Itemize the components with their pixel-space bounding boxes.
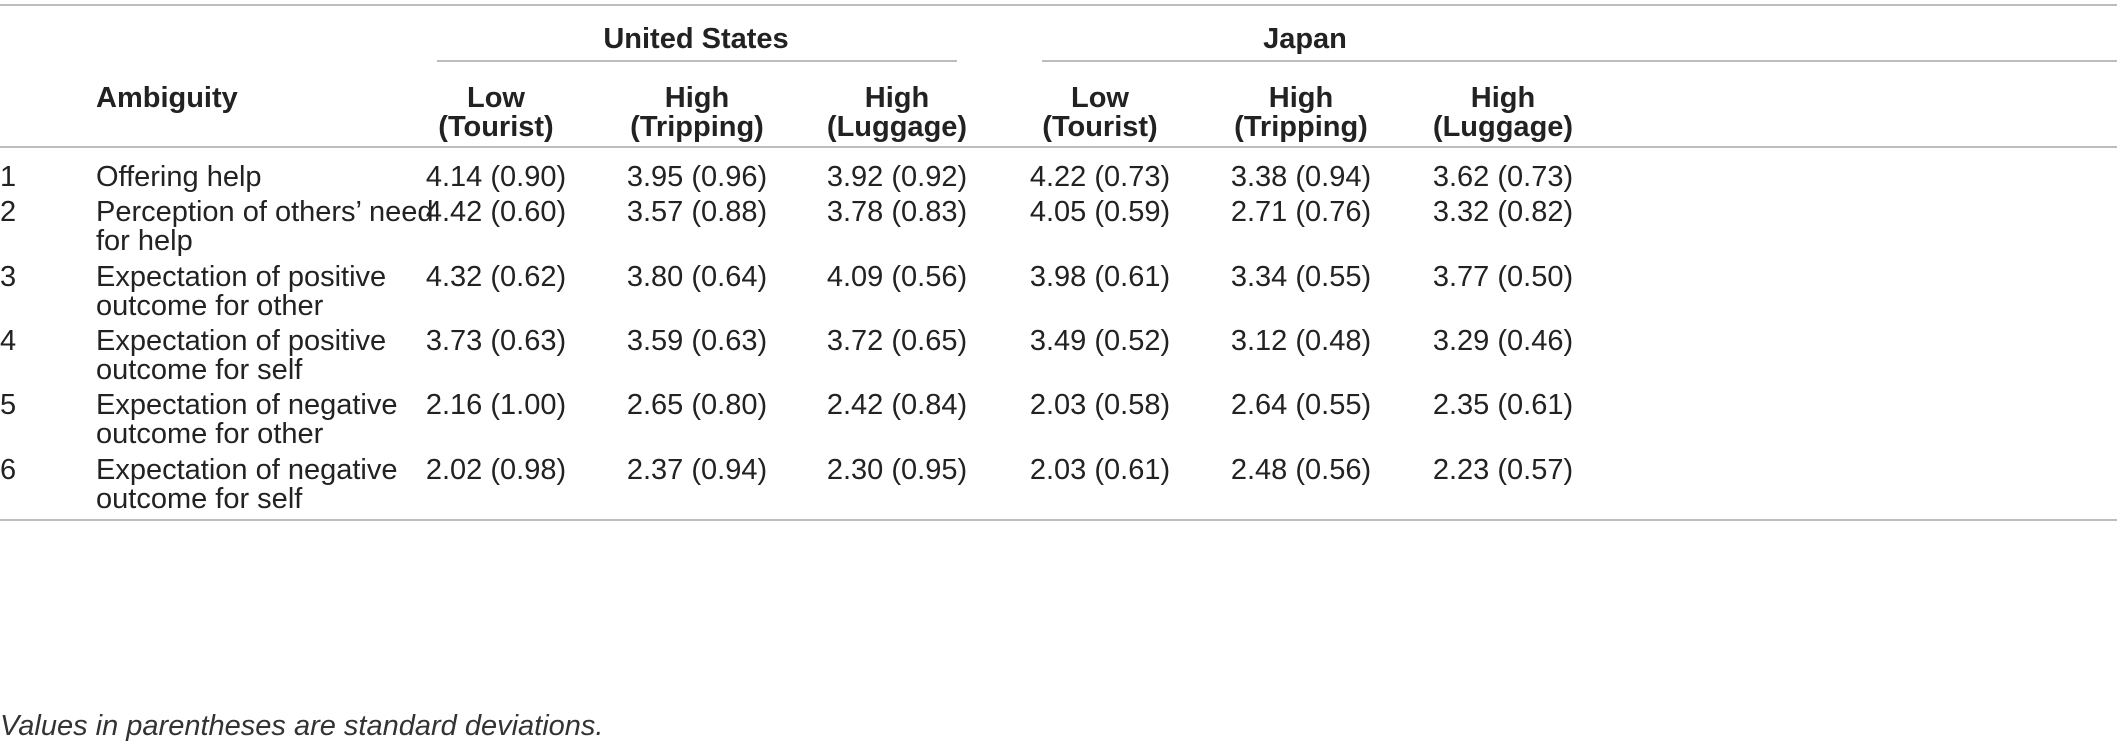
table-cell: 3.29 (0.46) <box>1432 325 1574 357</box>
table-cell: 3.34 (0.55) <box>1230 261 1372 293</box>
table-cell: 2.23 (0.57) <box>1432 454 1574 486</box>
table-cell: 2.71 (0.76) <box>1230 196 1372 228</box>
table-cell: 3.59 (0.63) <box>626 325 768 357</box>
column-header-line2: (Tripping) <box>1234 111 1368 143</box>
table-cell: 4.32 (0.62) <box>425 261 567 293</box>
row-label-line2: outcome for other <box>96 290 324 322</box>
row-number: 4 <box>0 325 17 357</box>
table-cell: 3.80 (0.64) <box>626 261 768 293</box>
group-header-japan: Japan <box>1263 23 1347 55</box>
table-cell: 3.78 (0.83) <box>826 196 968 228</box>
table-cell: 3.62 (0.73) <box>1432 161 1574 193</box>
row-label-line1: Perception of others’ need <box>96 196 434 228</box>
row-label-line1: Offering help <box>96 161 262 193</box>
column-header-line1: Low <box>467 82 525 114</box>
table-cell: 3.32 (0.82) <box>1432 196 1574 228</box>
column-header-line1: Low <box>1071 82 1129 114</box>
row-label-line2: outcome for self <box>96 354 303 386</box>
table-cell: 4.14 (0.90) <box>425 161 567 193</box>
table-cell: 3.38 (0.94) <box>1230 161 1372 193</box>
column-header-line2: (Tripping) <box>630 111 764 143</box>
column-header-line1: High <box>1470 82 1536 114</box>
row-label-line1: Expectation of positive <box>96 325 387 357</box>
table-top-rule <box>0 4 2117 6</box>
table-bottom-rule <box>0 519 2117 521</box>
column-header-line2: (Tourist) <box>438 111 554 143</box>
table-cell: 3.92 (0.92) <box>826 161 968 193</box>
table-cell: 2.65 (0.80) <box>626 389 768 421</box>
table-cell: 2.03 (0.58) <box>1029 389 1171 421</box>
row-label-line1: Expectation of negative <box>96 454 398 486</box>
group-header-united-states: United States <box>603 23 789 55</box>
table-cell: 4.05 (0.59) <box>1029 196 1171 228</box>
table-cell: 2.37 (0.94) <box>626 454 768 486</box>
row-label-line2: for help <box>96 225 193 257</box>
column-header-line1: High <box>864 82 930 114</box>
column-header-line1: High <box>664 82 730 114</box>
row-number: 3 <box>0 261 17 293</box>
table-cell: 2.02 (0.98) <box>425 454 567 486</box>
row-number: 1 <box>0 161 17 193</box>
row-label-line2: outcome for other <box>96 418 324 450</box>
table-cell: 3.57 (0.88) <box>626 196 768 228</box>
row-label-line1: Expectation of positive <box>96 261 387 293</box>
table-cell: 2.35 (0.61) <box>1432 389 1574 421</box>
table-cell: 2.48 (0.56) <box>1230 454 1372 486</box>
row-label-line2: outcome for self <box>96 483 303 515</box>
table-cell: 4.22 (0.73) <box>1029 161 1171 193</box>
row-number: 6 <box>0 454 17 486</box>
table-cell: 2.42 (0.84) <box>826 389 968 421</box>
row-label-line1: Expectation of negative <box>96 389 398 421</box>
table-cell: 3.95 (0.96) <box>626 161 768 193</box>
table-cell: 3.49 (0.52) <box>1029 325 1171 357</box>
row-number: 2 <box>0 196 17 228</box>
header-bottom-rule <box>0 146 2117 148</box>
column-header-line1: High <box>1268 82 1334 114</box>
table-footnote: Values in parentheses are standard devia… <box>0 710 604 742</box>
table-cell: 4.42 (0.60) <box>425 196 567 228</box>
row-number: 5 <box>0 389 17 421</box>
column-header-line2: (Luggage) <box>826 111 968 143</box>
table-cell: 3.72 (0.65) <box>826 325 968 357</box>
table-cell: 3.98 (0.61) <box>1029 261 1171 293</box>
column-header-line2: (Tourist) <box>1042 111 1158 143</box>
united-states-underline <box>437 60 957 62</box>
table-cell: 4.09 (0.56) <box>826 261 968 293</box>
table-cell: 2.64 (0.55) <box>1230 389 1372 421</box>
row-header-ambiguity: Ambiguity <box>96 82 238 114</box>
table-cell: 2.30 (0.95) <box>826 454 968 486</box>
table-cell: 3.73 (0.63) <box>425 325 567 357</box>
table-cell: 3.12 (0.48) <box>1230 325 1372 357</box>
column-header-line2: (Luggage) <box>1432 111 1574 143</box>
japan-underline <box>1042 60 2117 62</box>
table-cell: 2.16 (1.00) <box>425 389 567 421</box>
table-cell: 3.77 (0.50) <box>1432 261 1574 293</box>
table-cell: 2.03 (0.61) <box>1029 454 1171 486</box>
